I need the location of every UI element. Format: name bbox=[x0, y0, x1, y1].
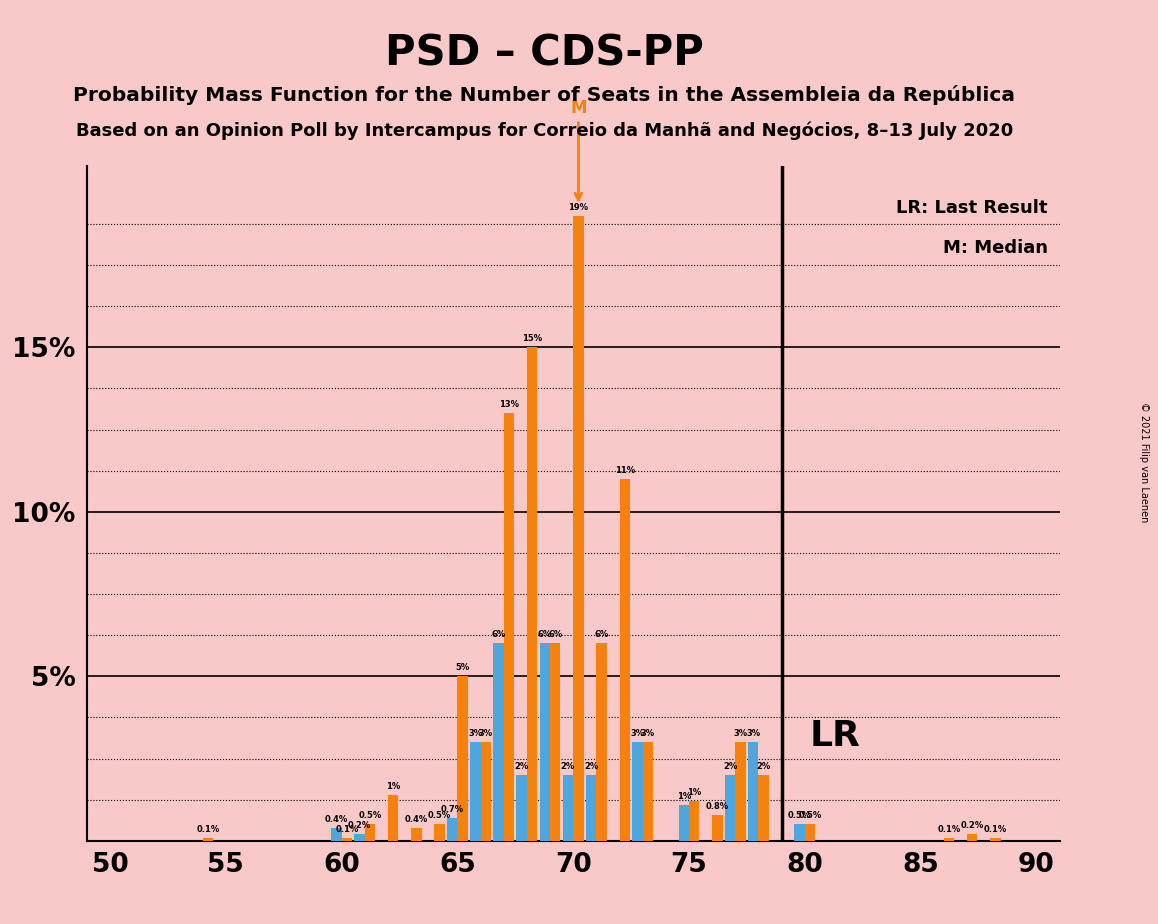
Bar bbox=[596, 643, 607, 841]
Text: 0.5%: 0.5% bbox=[787, 811, 812, 821]
Bar bbox=[342, 837, 352, 841]
Bar bbox=[586, 775, 596, 841]
Text: 6%: 6% bbox=[548, 630, 563, 639]
Text: 2%: 2% bbox=[514, 762, 529, 772]
Bar bbox=[411, 828, 422, 841]
Bar bbox=[620, 479, 630, 841]
Text: 11%: 11% bbox=[615, 466, 635, 475]
Text: 0.5%: 0.5% bbox=[427, 811, 452, 821]
Bar bbox=[365, 824, 375, 841]
Bar bbox=[573, 215, 584, 841]
Bar bbox=[550, 643, 560, 841]
Text: 0.7%: 0.7% bbox=[441, 805, 463, 814]
Text: 1%: 1% bbox=[687, 788, 702, 797]
Text: 0.5%: 0.5% bbox=[798, 811, 822, 821]
Text: 2%: 2% bbox=[584, 762, 599, 772]
Text: 3%: 3% bbox=[468, 729, 483, 738]
Bar bbox=[735, 742, 746, 841]
Text: 0.2%: 0.2% bbox=[347, 821, 372, 831]
Text: 19%: 19% bbox=[569, 202, 588, 212]
Bar bbox=[758, 775, 769, 841]
Bar bbox=[354, 834, 365, 841]
Text: 0.8%: 0.8% bbox=[706, 801, 728, 810]
Text: 13%: 13% bbox=[499, 400, 519, 409]
Text: 0.4%: 0.4% bbox=[324, 815, 349, 823]
Bar bbox=[563, 775, 573, 841]
Text: 0.1%: 0.1% bbox=[196, 824, 220, 833]
Text: 3%: 3% bbox=[630, 729, 645, 738]
Bar bbox=[493, 643, 504, 841]
Bar bbox=[331, 828, 342, 841]
Text: M: M bbox=[570, 99, 587, 200]
Bar bbox=[457, 676, 468, 841]
Text: 1%: 1% bbox=[386, 782, 401, 791]
Bar bbox=[967, 834, 977, 841]
Text: 2%: 2% bbox=[560, 762, 576, 772]
Text: 2%: 2% bbox=[756, 762, 771, 772]
Text: 3%: 3% bbox=[478, 729, 493, 738]
Bar bbox=[748, 742, 758, 841]
Text: 3%: 3% bbox=[733, 729, 748, 738]
Text: LR: Last Result: LR: Last Result bbox=[896, 200, 1048, 217]
Bar bbox=[504, 413, 514, 841]
Text: 15%: 15% bbox=[522, 334, 542, 344]
Bar bbox=[944, 837, 954, 841]
Bar bbox=[794, 824, 805, 841]
Text: 0.5%: 0.5% bbox=[358, 811, 382, 821]
Text: 0.1%: 0.1% bbox=[983, 824, 1007, 833]
Bar bbox=[632, 742, 643, 841]
Text: LR: LR bbox=[809, 719, 860, 752]
Text: 0.1%: 0.1% bbox=[335, 824, 359, 833]
Text: 6%: 6% bbox=[594, 630, 609, 639]
Bar bbox=[679, 805, 689, 841]
Bar bbox=[689, 801, 699, 841]
Bar bbox=[434, 824, 445, 841]
Text: 3%: 3% bbox=[746, 729, 761, 738]
Text: Based on an Opinion Poll by Intercampus for Correio da Manhã and Negócios, 8–13 : Based on an Opinion Poll by Intercampus … bbox=[75, 122, 1013, 140]
Text: 2%: 2% bbox=[723, 762, 738, 772]
Text: 6%: 6% bbox=[537, 630, 552, 639]
Bar bbox=[527, 347, 537, 841]
Bar bbox=[990, 837, 1001, 841]
Text: M: Median: M: Median bbox=[943, 238, 1048, 257]
Text: 3%: 3% bbox=[640, 729, 655, 738]
Bar bbox=[725, 775, 735, 841]
Bar bbox=[447, 818, 457, 841]
Bar bbox=[516, 775, 527, 841]
Text: 0.2%: 0.2% bbox=[960, 821, 984, 831]
Text: 0.4%: 0.4% bbox=[404, 815, 428, 823]
Bar bbox=[388, 795, 398, 841]
Bar bbox=[203, 837, 213, 841]
Text: Probability Mass Function for the Number of Seats in the Assembleia da República: Probability Mass Function for the Number… bbox=[73, 85, 1016, 105]
Text: 1%: 1% bbox=[676, 792, 691, 801]
Bar bbox=[481, 742, 491, 841]
Bar bbox=[805, 824, 815, 841]
Bar bbox=[540, 643, 550, 841]
Text: PSD – CDS-PP: PSD – CDS-PP bbox=[384, 32, 704, 74]
Bar bbox=[470, 742, 481, 841]
Bar bbox=[643, 742, 653, 841]
Text: © 2021 Filip van Laenen: © 2021 Filip van Laenen bbox=[1139, 402, 1149, 522]
Text: 6%: 6% bbox=[491, 630, 506, 639]
Text: 5%: 5% bbox=[455, 663, 470, 673]
Bar bbox=[712, 815, 723, 841]
Text: 0.1%: 0.1% bbox=[937, 824, 961, 833]
